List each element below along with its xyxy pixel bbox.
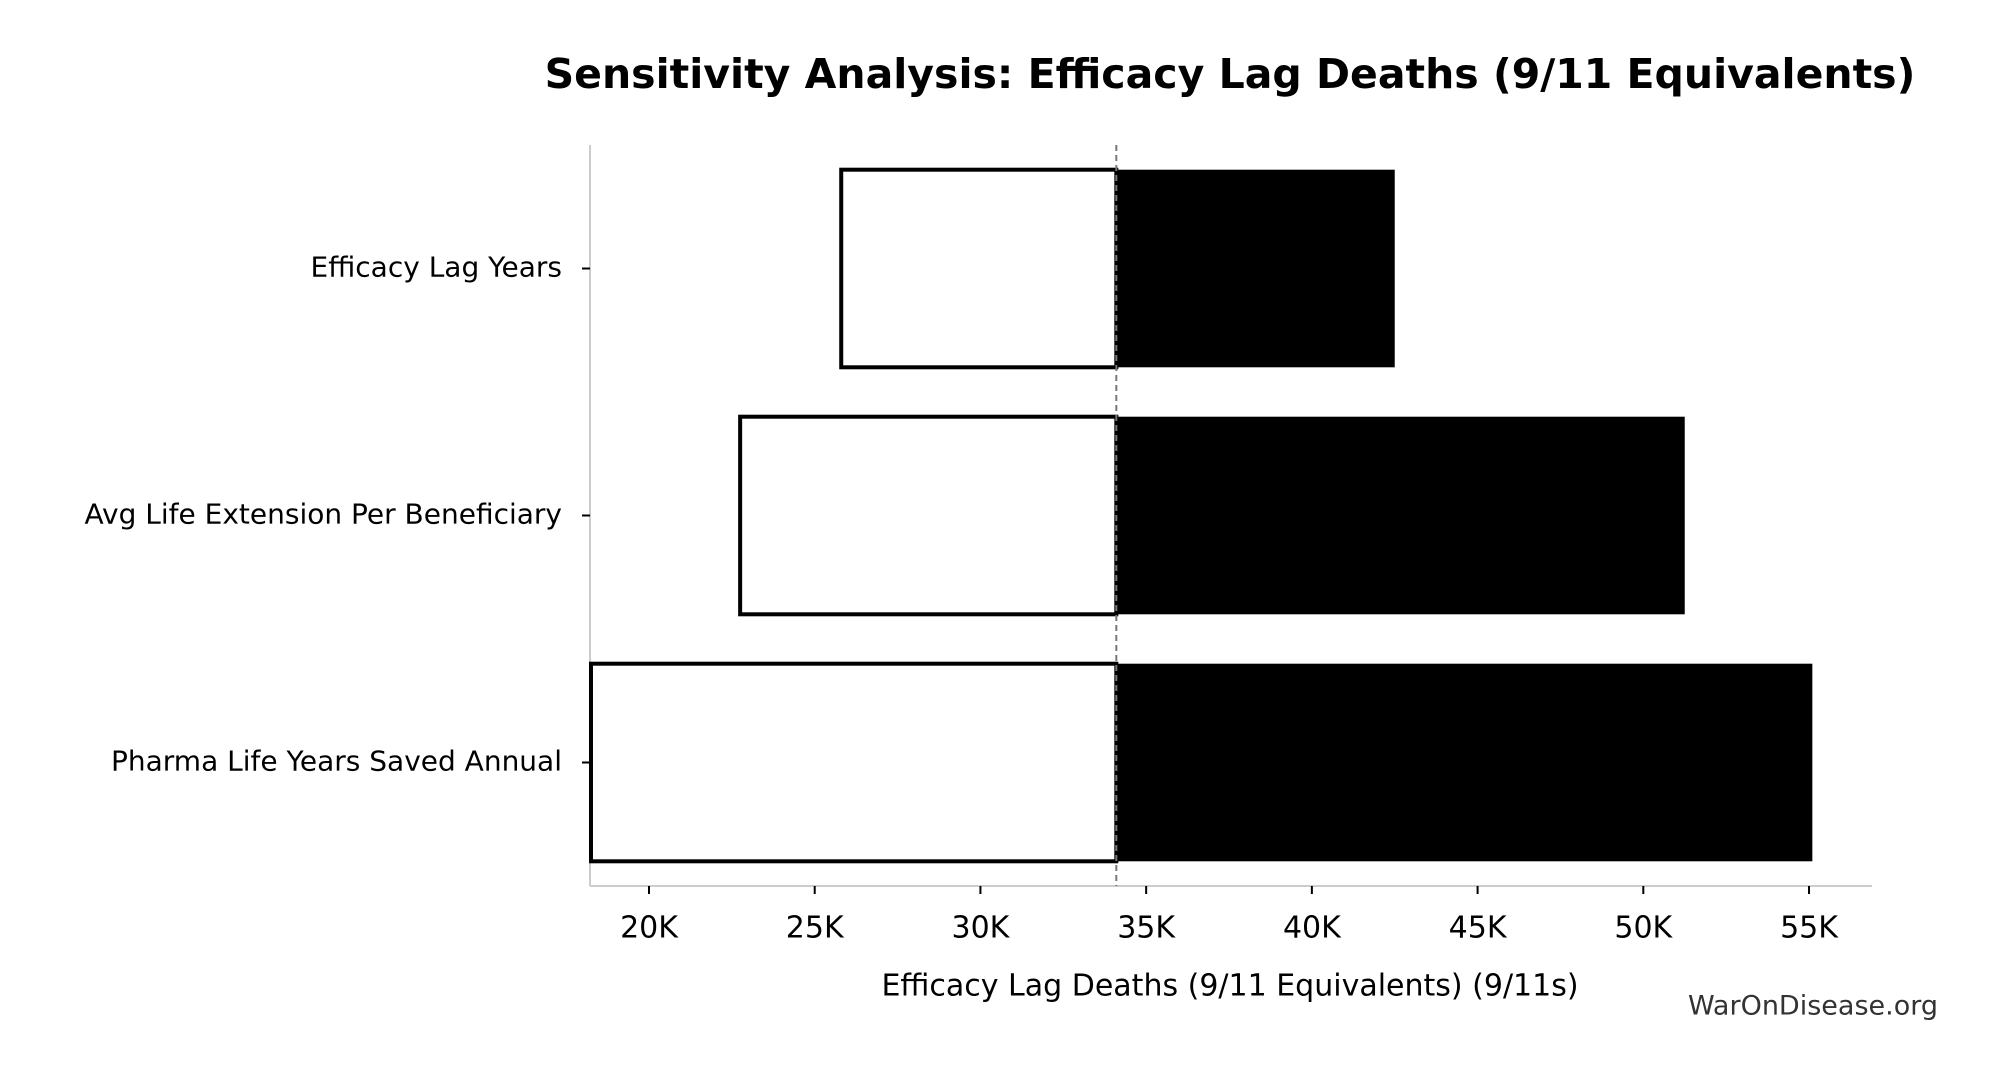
x-tick-label: 35K [1117, 911, 1176, 946]
y-tick-label: Pharma Life Years Saved Annual [111, 745, 562, 778]
x-tick-label: 45K [1449, 911, 1508, 946]
high-bar [1116, 169, 1395, 368]
x-axis-label: Efficacy Lag Deaths (9/11 Equivalents) (… [881, 969, 1578, 1004]
watermark: WarOnDisease.org [1688, 991, 1938, 1022]
x-tick-label: 55K [1780, 911, 1839, 946]
x-tick-label: 40K [1283, 911, 1342, 946]
high-bar [1116, 416, 1685, 615]
low-bar [839, 167, 1119, 370]
x-tick-label: 50K [1614, 911, 1673, 946]
low-bar [588, 661, 1119, 864]
low-bar [738, 414, 1119, 617]
x-tick-label: 30K [952, 911, 1011, 946]
chart-title: Sensitivity Analysis: Efficacy Lag Death… [545, 50, 1916, 98]
y-tick-label: Efficacy Lag Years [311, 251, 562, 284]
y-tick-label: Avg Life Extension Per Beneficiary [85, 498, 562, 531]
x-tick-label: 25K [786, 911, 845, 946]
high-bar [1116, 663, 1813, 862]
x-tick-label: 20K [620, 911, 679, 946]
